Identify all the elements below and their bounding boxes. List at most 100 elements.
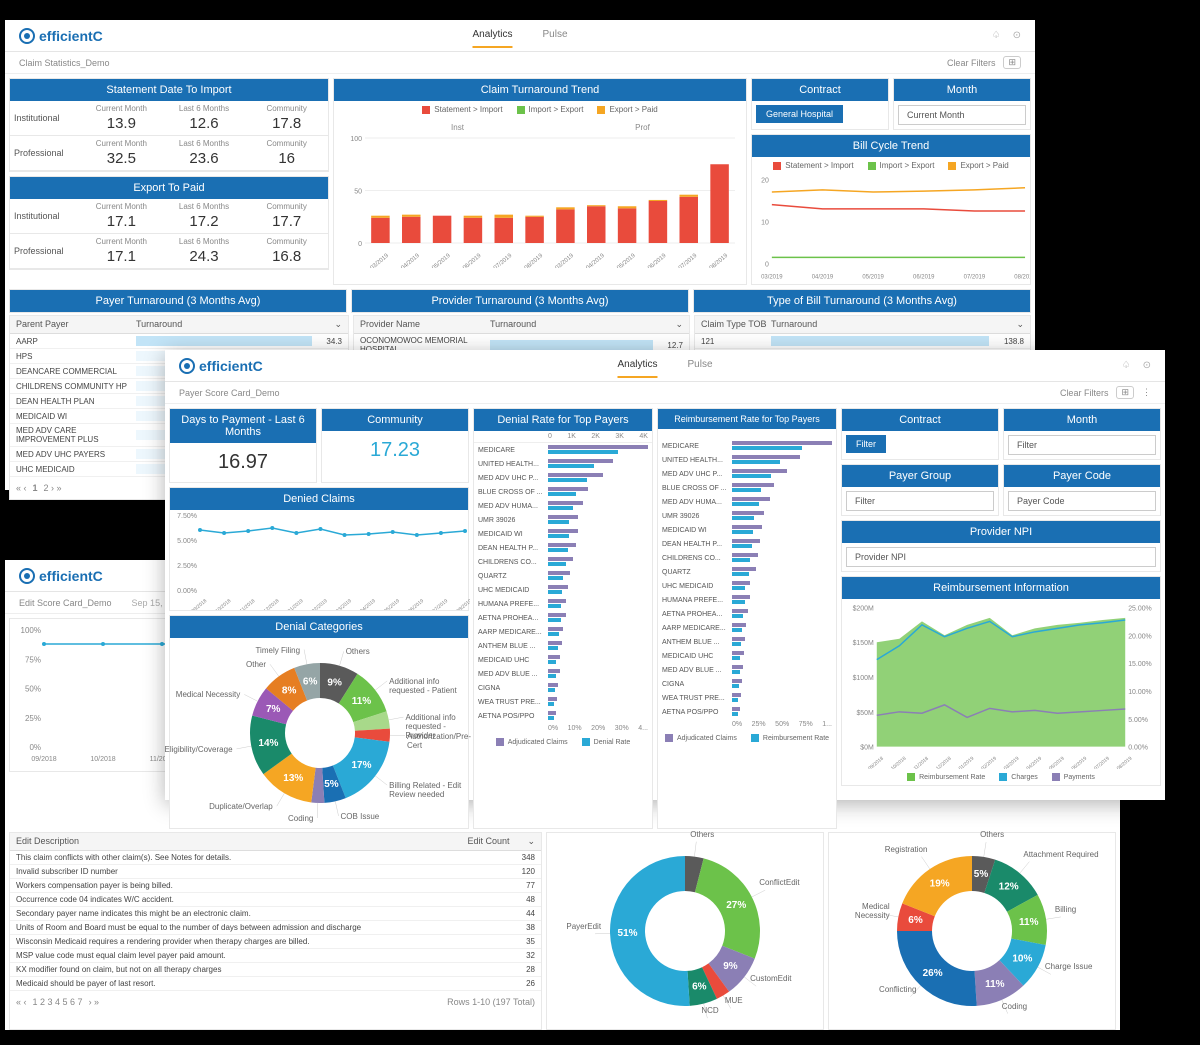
tab-analytics[interactable]: Analytics — [617, 353, 657, 378]
svg-text:07/2019: 07/2019 — [431, 598, 449, 610]
svg-text:11/2018: 11/2018 — [913, 756, 930, 769]
table-row[interactable]: KX modifier found on claim, but not on a… — [10, 963, 541, 977]
svg-text:17%: 17% — [351, 760, 371, 771]
table-row[interactable]: Invalid subscriber ID number120 — [10, 865, 541, 879]
svg-text:06/2019: 06/2019 — [647, 253, 668, 268]
provider-npi-filter[interactable]: Provider NPI — [846, 547, 1156, 567]
svg-text:25%: 25% — [25, 714, 41, 723]
reimbursement-chart: $0M$50M$100M$150M$200M0.00%5.00%10.00%15… — [842, 599, 1160, 769]
svg-text:04/2019: 04/2019 — [359, 598, 377, 610]
payer-bar-row: UHC MEDICAID — [474, 583, 652, 597]
svg-text:03/2019: 03/2019 — [335, 598, 353, 610]
svg-text:12/2018: 12/2018 — [263, 598, 281, 610]
svg-text:5.00%: 5.00% — [1128, 717, 1148, 724]
community-kpi: 17.23 — [330, 439, 460, 462]
svg-text:05/2019: 05/2019 — [862, 275, 884, 281]
payer-bar-row: MED ADV UHC P... — [658, 467, 836, 481]
month-filter[interactable]: Current Month — [898, 105, 1026, 125]
svg-text:05/2019: 05/2019 — [383, 598, 401, 610]
svg-text:50: 50 — [354, 189, 362, 196]
statement-header: Statement Date To Import — [10, 79, 328, 101]
payer-bar-row: AETNA POS/PPO — [474, 709, 652, 723]
svg-text:07/2019: 07/2019 — [1093, 756, 1111, 769]
table-row[interactable]: This claim conflicts with other claim(s)… — [10, 851, 541, 865]
payer-code-filter[interactable]: Payer Code — [1008, 491, 1156, 511]
contract-filter[interactable]: General Hospital — [756, 105, 843, 123]
svg-text:06/2019: 06/2019 — [1071, 756, 1089, 769]
user-icon[interactable]: ⊙ — [1143, 360, 1151, 371]
payer-bar-row: AARP MEDICARE... — [658, 621, 836, 635]
table-row[interactable]: Wisconsin Medicaid requires a rendering … — [10, 935, 541, 949]
denied-claims-chart: 0.00%2.50%5.00%7.50%09/201810/201811/201… — [170, 510, 470, 610]
payer-bar-row: QUARTZ — [474, 569, 652, 583]
logo-icon — [19, 28, 35, 44]
payer-bar-row: UNITED HEALTH... — [474, 457, 652, 471]
svg-text:Prof: Prof — [635, 123, 650, 132]
svg-text:100: 100 — [350, 136, 362, 143]
clear-filters-link[interactable]: Clear Filters — [947, 58, 996, 68]
svg-text:9%: 9% — [327, 678, 342, 689]
svg-text:03/2019: 03/2019 — [555, 253, 576, 268]
table-row[interactable]: Medicaid should be payer of last resort.… — [10, 977, 541, 991]
subbar: Claim Statistics_Demo Clear Filters⊞ — [5, 52, 1035, 74]
tab-pulse[interactable]: Pulse — [543, 23, 568, 48]
svg-text:09/2018: 09/2018 — [867, 756, 885, 769]
svg-text:15.00%: 15.00% — [1128, 661, 1152, 668]
svg-text:0: 0 — [358, 241, 362, 248]
svg-text:10: 10 — [761, 220, 769, 227]
nav-tabs: Analytics Pulse — [472, 23, 567, 48]
payer-bar-row: CHILDRENS CO... — [658, 551, 836, 565]
user-icon[interactable]: ⊙ — [1013, 30, 1021, 41]
svg-text:09/2018: 09/2018 — [191, 598, 209, 610]
payer-bar-row: WEA TRUST PRE... — [658, 691, 836, 705]
svg-text:05/2019: 05/2019 — [431, 253, 452, 268]
svg-text:11/2018: 11/2018 — [239, 598, 257, 610]
page-title: Payer Score Card_Demo — [179, 388, 280, 398]
table-row[interactable]: Occurrence code 04 indicates W/C acciden… — [10, 893, 541, 907]
table-row[interactable]: AARP34.3 — [10, 334, 348, 349]
filter-button[interactable]: Filter — [846, 435, 886, 453]
bill-cycle-chart: 0102003/201904/201905/201906/201907/2019… — [752, 174, 1030, 284]
tab-pulse[interactable]: Pulse — [688, 353, 713, 378]
table-row[interactable]: Secondary payer name indicates this migh… — [10, 907, 541, 921]
svg-text:25.00%: 25.00% — [1128, 605, 1152, 612]
bell-icon[interactable]: ♤ — [1122, 360, 1131, 371]
table-row[interactable]: MSP value code must equal claim level pa… — [10, 949, 541, 963]
donut-chart-2: 27%9%6%51% — [555, 841, 815, 1021]
svg-text:12/2018: 12/2018 — [935, 756, 953, 769]
clear-filters-link[interactable]: Clear Filters — [1060, 388, 1109, 398]
svg-text:$100M: $100M — [853, 675, 874, 682]
payer-bar-row: AETNA PROHEA... — [474, 611, 652, 625]
payer-bar-row: MEDICAID WI — [474, 527, 652, 541]
table-row[interactable]: 121138.8 — [695, 334, 1030, 349]
svg-text:9%: 9% — [723, 961, 738, 972]
svg-text:10.00%: 10.00% — [1128, 689, 1152, 696]
svg-text:06/2019: 06/2019 — [462, 253, 483, 268]
svg-text:08/2019: 08/2019 — [456, 598, 470, 610]
svg-text:08/2019: 08/2019 — [709, 253, 730, 268]
payer-group-filter[interactable]: Filter — [846, 491, 994, 511]
tab-analytics[interactable]: Analytics — [472, 23, 512, 48]
svg-text:13%: 13% — [283, 773, 303, 784]
svg-text:5%: 5% — [974, 869, 989, 880]
donut-chart-3: 5%12%11%10%11%26%6%19% — [837, 841, 1107, 1021]
svg-text:7%: 7% — [266, 704, 281, 715]
svg-text:11%: 11% — [1019, 917, 1039, 928]
table-row[interactable]: Workers compensation payer is being bill… — [10, 879, 541, 893]
svg-text:8%: 8% — [282, 686, 297, 697]
bell-icon[interactable]: ♤ — [992, 30, 1001, 41]
payer-bar-row: ANTHEM BLUE ... — [658, 635, 836, 649]
claim-trend-chart: InstProf05010003/201903/201904/201904/20… — [334, 118, 746, 268]
svg-text:03/2019: 03/2019 — [370, 253, 391, 268]
table-row[interactable]: Units of Room and Board must be equal to… — [10, 921, 541, 935]
svg-text:11%: 11% — [352, 696, 372, 707]
payer-bar-row: QUARTZ — [658, 565, 836, 579]
payer-bar-row: UMR 39026 — [474, 513, 652, 527]
month-filter[interactable]: Filter — [1008, 435, 1156, 455]
svg-text:$200M: $200M — [853, 605, 874, 612]
svg-text:6%: 6% — [692, 982, 707, 993]
svg-text:0.00%: 0.00% — [177, 588, 197, 595]
svg-text:05/2019: 05/2019 — [1048, 756, 1066, 769]
payer-bar-row: AETNA POS/PPO — [658, 705, 836, 719]
svg-text:08/2019: 08/2019 — [1116, 756, 1134, 769]
